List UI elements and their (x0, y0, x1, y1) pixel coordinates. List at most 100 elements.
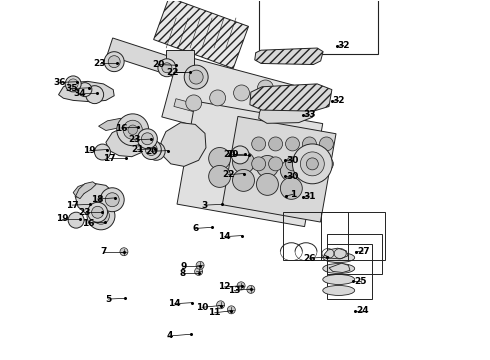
Circle shape (117, 114, 148, 146)
Polygon shape (250, 84, 332, 111)
Text: 35: 35 (66, 84, 78, 93)
Circle shape (247, 285, 255, 293)
Circle shape (146, 144, 157, 156)
Text: 1: 1 (290, 190, 296, 199)
Text: 23: 23 (93, 59, 106, 68)
Text: 21: 21 (131, 145, 144, 154)
Circle shape (147, 142, 165, 160)
Circle shape (68, 79, 78, 89)
Circle shape (302, 137, 317, 151)
Bar (166, 50, 194, 72)
Text: 22: 22 (222, 170, 235, 179)
Text: 12: 12 (218, 282, 231, 291)
Bar (327, 244, 372, 299)
Ellipse shape (323, 264, 355, 274)
Polygon shape (73, 184, 90, 197)
Circle shape (105, 193, 119, 207)
Text: 11: 11 (208, 308, 221, 317)
Circle shape (280, 159, 302, 181)
Text: 6: 6 (192, 224, 198, 233)
Circle shape (256, 174, 278, 195)
Bar (259, 0, 378, 54)
Circle shape (189, 70, 203, 84)
Circle shape (142, 133, 153, 145)
Circle shape (217, 301, 224, 309)
Bar (320, 212, 386, 260)
Text: 27: 27 (357, 247, 369, 256)
Polygon shape (75, 183, 117, 216)
Circle shape (209, 148, 231, 170)
Text: 17: 17 (66, 201, 78, 210)
Circle shape (286, 157, 299, 171)
Circle shape (306, 158, 318, 170)
Circle shape (280, 177, 302, 199)
Circle shape (319, 157, 333, 171)
Circle shape (93, 207, 109, 224)
Circle shape (209, 166, 231, 187)
Circle shape (269, 157, 283, 171)
Circle shape (151, 146, 161, 156)
Ellipse shape (323, 275, 355, 284)
Circle shape (123, 120, 142, 139)
Text: 32: 32 (337, 41, 350, 50)
Text: 34: 34 (74, 89, 86, 98)
Text: 22: 22 (167, 68, 179, 77)
Text: 8: 8 (179, 269, 186, 278)
Text: 19: 19 (83, 146, 96, 155)
Circle shape (88, 202, 107, 222)
Text: 20: 20 (145, 147, 157, 156)
Circle shape (195, 267, 202, 275)
Text: 20: 20 (152, 60, 164, 69)
Text: 14: 14 (169, 299, 181, 308)
Text: 10: 10 (196, 303, 208, 312)
Circle shape (95, 144, 110, 160)
Text: 5: 5 (105, 294, 111, 303)
Circle shape (158, 59, 176, 77)
Circle shape (231, 146, 249, 164)
Text: 9: 9 (181, 262, 187, 271)
Text: 25: 25 (354, 277, 367, 286)
Circle shape (210, 90, 225, 106)
Circle shape (137, 129, 157, 149)
Circle shape (233, 152, 254, 174)
Circle shape (68, 212, 84, 228)
Bar (327, 234, 382, 274)
Circle shape (97, 212, 105, 220)
Text: 29: 29 (226, 150, 239, 159)
Circle shape (258, 80, 273, 96)
Text: 23: 23 (128, 135, 141, 144)
Circle shape (252, 137, 266, 151)
Circle shape (302, 157, 317, 171)
Text: 3: 3 (202, 201, 208, 210)
Circle shape (227, 306, 235, 314)
Circle shape (128, 125, 138, 135)
Bar (162, 54, 294, 148)
Bar (283, 212, 348, 260)
Polygon shape (255, 48, 323, 64)
Text: 23: 23 (79, 208, 91, 217)
Text: 13: 13 (228, 286, 241, 295)
Circle shape (92, 206, 103, 218)
Bar (222, 116, 336, 222)
Text: 30: 30 (287, 156, 299, 165)
Text: 26: 26 (303, 254, 316, 263)
Bar (177, 101, 323, 226)
Bar (154, 0, 248, 68)
Circle shape (86, 86, 103, 104)
Circle shape (252, 157, 266, 171)
Polygon shape (329, 263, 350, 273)
Ellipse shape (323, 285, 355, 296)
Bar (174, 99, 272, 132)
Circle shape (237, 282, 245, 290)
Text: 16: 16 (115, 123, 127, 132)
Text: 18: 18 (91, 194, 104, 203)
Text: 4: 4 (166, 332, 172, 341)
Circle shape (256, 156, 278, 177)
Text: 30: 30 (287, 172, 299, 181)
Circle shape (269, 137, 283, 151)
Bar (107, 38, 217, 89)
Text: 19: 19 (56, 214, 69, 223)
Text: 36: 36 (53, 78, 66, 87)
Circle shape (300, 152, 324, 176)
Circle shape (104, 52, 124, 72)
